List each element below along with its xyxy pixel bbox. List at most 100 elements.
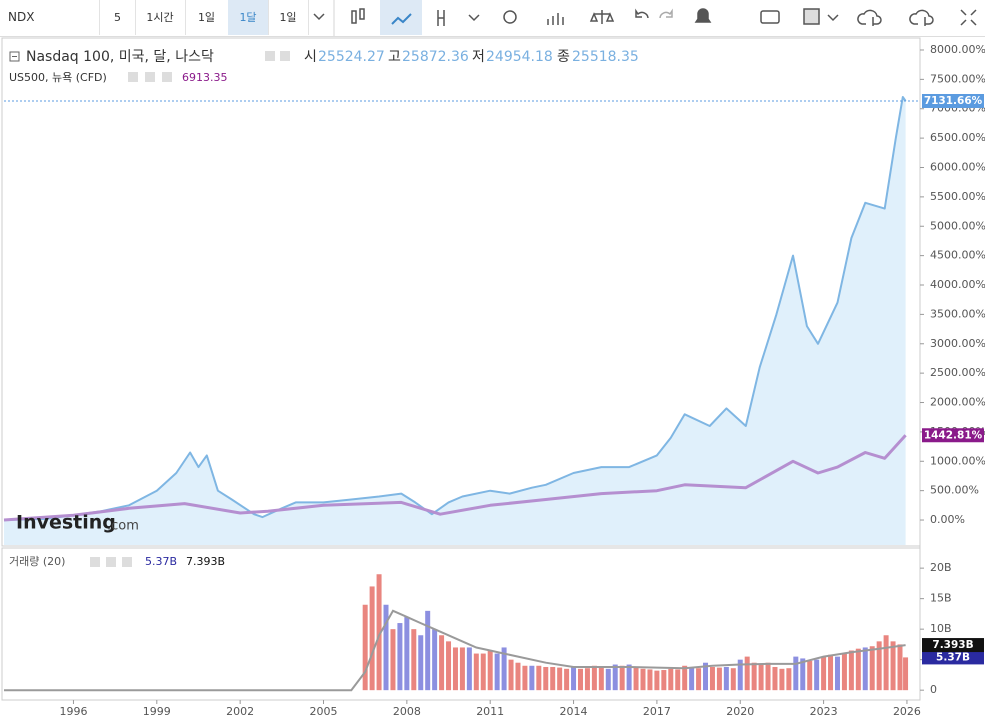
watermark: Investing .com (16, 512, 139, 534)
compare-value: 6913.35 (182, 71, 228, 84)
bars-icon[interactable] (437, 10, 445, 26)
volume-bar (459, 647, 465, 691)
volume-bar (696, 668, 702, 691)
dropdown-icon[interactable] (468, 14, 480, 22)
volume-bar (654, 670, 660, 691)
interval-button[interactable]: 1시간 (135, 0, 186, 35)
legend-icon[interactable] (90, 557, 100, 567)
last-value-label: 1442.81% (924, 429, 983, 441)
ma-line (4, 609, 906, 692)
interval-button[interactable]: 5 (100, 0, 136, 35)
x-tick-label: 1999 (143, 705, 171, 718)
volume-bar (737, 659, 743, 691)
fullscreen-icon[interactable] (960, 9, 977, 26)
y-tick-label: 20B (930, 561, 952, 574)
plot: 0.00%500.00%1000.00%1500.00%2000.00%2500… (3, 43, 985, 718)
ohlc-value: 25872.36 (402, 49, 469, 65)
volume-bar (834, 656, 840, 691)
volume-bar (855, 648, 861, 691)
volume-bar (821, 656, 827, 691)
undo-icon[interactable] (635, 8, 649, 19)
volume-bar (591, 665, 597, 691)
volume-bar (800, 658, 806, 691)
volume-bar (848, 650, 854, 691)
dropdown-icon[interactable] (313, 13, 325, 21)
settings-icon[interactable] (503, 10, 517, 24)
collapse-icon[interactable] (9, 51, 20, 62)
legend-icon[interactable] (280, 51, 290, 61)
volume-bar (793, 656, 799, 691)
volume-bar (557, 667, 563, 691)
volume-bar (723, 666, 729, 691)
compare-icon[interactable] (589, 10, 615, 24)
redo-icon[interactable] (659, 8, 673, 19)
x-tick-label: 2023 (810, 705, 838, 718)
volume-bar (897, 644, 903, 691)
volume-bar (397, 623, 403, 691)
volume-bar (786, 668, 792, 691)
volume-bar (862, 647, 868, 691)
volume-bar (425, 610, 431, 691)
y-tick-label: 5500.00% (930, 190, 985, 203)
volume-bar (633, 666, 639, 691)
volume-bar (522, 665, 528, 691)
ohlc-value: 24954.18 (486, 49, 553, 65)
volume-bar (876, 641, 882, 691)
symbol-input[interactable]: NDX (0, 0, 100, 35)
upload-icon[interactable] (909, 9, 934, 26)
y-tick-label: 3500.00% (930, 307, 985, 320)
camera-icon[interactable] (760, 10, 780, 24)
volume-bar (446, 641, 452, 691)
volume-bar (577, 668, 583, 691)
y-tick-label: 3000.00% (930, 337, 985, 350)
volume-bar (411, 629, 417, 691)
volume-bar (543, 666, 549, 691)
y-tick-label: 4000.00% (930, 278, 985, 291)
download-icon[interactable] (857, 9, 882, 26)
interval-button[interactable]: 1일 (268, 0, 309, 35)
volume-bar (369, 586, 375, 691)
volume-bar (807, 660, 813, 691)
line-button[interactable] (380, 0, 422, 35)
legend-icon[interactable] (122, 557, 132, 567)
volume-bar (466, 647, 472, 691)
last-value-box (922, 650, 984, 665)
volume-bar (571, 666, 577, 691)
volume-bar (730, 668, 736, 691)
color-icon[interactable] (803, 8, 820, 25)
x-tick-label: 2011 (476, 705, 504, 718)
legend-icon[interactable] (128, 72, 138, 82)
volume-bar (675, 669, 681, 691)
y-tick-label: 5000.00% (930, 219, 985, 232)
watermark-text: Investing (16, 512, 116, 534)
line-icon[interactable] (391, 13, 412, 25)
volume-bar (598, 666, 604, 691)
volume-bar (668, 668, 674, 691)
candle-icon[interactable] (351, 8, 365, 24)
ohlc-value: 25524.27 (318, 49, 385, 65)
legend-title: Nasdaq 100, 미국, 달, 나스닥 (26, 49, 214, 65)
legend-icon[interactable] (162, 72, 172, 82)
volume-bar (404, 616, 410, 691)
dropdown-icon[interactable] (827, 14, 839, 22)
y-tick-label: 4500.00% (930, 249, 985, 262)
legend-icon[interactable] (145, 72, 155, 82)
compare-name: US500, 뉴욕 (CFD) (9, 71, 107, 84)
legend-icon[interactable] (106, 557, 116, 567)
ma-value: 7.393B (186, 555, 225, 568)
volume-bar (480, 653, 486, 691)
y-tick-label: 2500.00% (930, 366, 985, 379)
alert-icon[interactable] (694, 8, 712, 23)
last-value-label: 5.37B (936, 651, 970, 663)
indicator-icon[interactable] (547, 13, 564, 25)
ohlc-label: 종 (557, 49, 570, 65)
legend-icon[interactable] (265, 51, 275, 61)
ohlc-label: 시 (304, 49, 317, 65)
interval-button[interactable]: 1달 (228, 0, 269, 35)
volume-bar (758, 664, 764, 691)
x-tick-label: 2014 (560, 705, 588, 718)
volume-bar (890, 641, 896, 691)
volume-bar (744, 656, 750, 691)
volume-bar (529, 665, 535, 691)
